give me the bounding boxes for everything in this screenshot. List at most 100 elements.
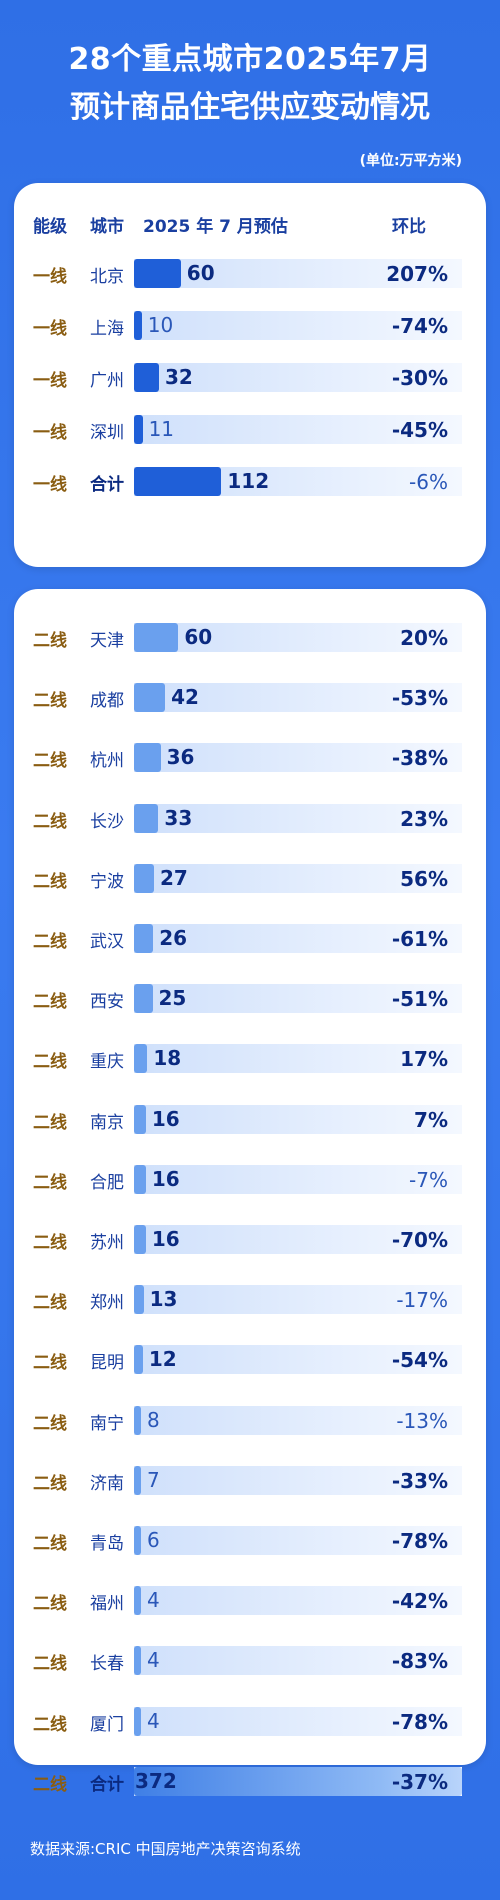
tier-label: 二线 (33, 751, 67, 772)
change-label: -30% (391, 366, 448, 390)
tier-label: 二线 (33, 1774, 67, 1795)
change-label: -83% (391, 1649, 448, 1674)
total-row: 一线 合计 112 -6% (14, 461, 486, 501)
change-label: -45% (391, 418, 448, 442)
table-row: 二线 青岛 6 -78% (14, 1520, 486, 1560)
value-bar (134, 743, 161, 773)
table-row: 二线 福州 4 -42% (14, 1580, 486, 1620)
table-row: 二线 宁波 27 56% (14, 858, 486, 898)
city-label: 青岛 (90, 1534, 124, 1554)
table-row: 二线 长春 4 -83% (14, 1640, 486, 1680)
change-label: 20% (400, 626, 448, 650)
total-row: 二线 合计 372 -37% (14, 1761, 486, 1801)
bar-track (134, 1766, 462, 1796)
table-row: 一线 上海 10 -74% (14, 305, 486, 345)
bar-track (134, 1706, 462, 1736)
value-bar (134, 1405, 141, 1435)
value-label: 32 (164, 365, 193, 389)
value-bar (134, 1706, 141, 1736)
city-label: 北京 (90, 267, 124, 287)
table-row: 二线 郑州 13 -17% (14, 1279, 486, 1319)
value-bar (134, 1465, 141, 1495)
city-label: 长沙 (90, 811, 124, 832)
city-label: 济南 (90, 1473, 124, 1494)
value-label: 25 (158, 986, 187, 1011)
change-label: -78% (391, 1529, 448, 1553)
table-row: 二线 昆明 12 -54% (14, 1339, 486, 1379)
value-label: 6 (147, 1528, 160, 1552)
value-bar (134, 683, 166, 713)
tier-label: 二线 (33, 1714, 67, 1735)
city-label: 合肥 (90, 1172, 124, 1193)
city-label: 合计 (90, 1774, 124, 1795)
table-row: 二线 成都 42 -53% (14, 677, 486, 717)
tier-label: 二线 (33, 871, 67, 892)
change-label: -78% (391, 1709, 448, 1734)
value-bar (134, 467, 222, 496)
value-label: 27 (159, 865, 188, 890)
tier-label: 二线 (33, 1052, 67, 1073)
change-label: -74% (391, 314, 448, 338)
value-bar (134, 1345, 143, 1375)
city-label: 合计 (90, 475, 124, 495)
chart-title-line1: 28个重点城市2025年7月 (68, 42, 432, 77)
change-label: 23% (400, 806, 448, 831)
value-bar (134, 1044, 148, 1074)
city-label: 郑州 (90, 1293, 124, 1314)
city-label: 福州 (90, 1594, 124, 1615)
tier-label: 二线 (33, 811, 67, 832)
value-label: 112 (227, 469, 270, 493)
bar-track (134, 1104, 462, 1134)
value-bar (134, 1225, 146, 1254)
tier-label: 二线 (33, 631, 67, 651)
change-label: 207% (386, 262, 448, 286)
city-label: 重庆 (90, 1052, 124, 1073)
tier-label: 二线 (33, 691, 67, 712)
value-bar (134, 1766, 462, 1796)
bar-track (134, 924, 462, 953)
value-bar (134, 363, 159, 392)
table-row: 二线 济南 7 -33% (14, 1460, 486, 1500)
city-label: 厦门 (90, 1714, 124, 1735)
table-row: 一线 深圳 11 -45% (14, 409, 486, 449)
value-label: 42 (171, 685, 199, 710)
tier-label: 一线 (33, 475, 67, 495)
bar-track (134, 1285, 462, 1315)
table-row: 二线 厦门 4 -78% (14, 1701, 486, 1741)
value-label: 13 (149, 1287, 178, 1312)
change-label: -7% (409, 1167, 448, 1192)
table-row: 二线 天津 60 20% (14, 617, 486, 657)
value-label: 4 (147, 1648, 160, 1673)
table-row: 二线 重庆 18 17% (14, 1038, 486, 1078)
value-label: 10 (147, 313, 174, 337)
tier-label: 二线 (33, 1473, 67, 1494)
change-label: -70% (391, 1228, 448, 1252)
change-label: 56% (400, 866, 448, 891)
value-label: 60 (186, 261, 215, 285)
city-label: 南京 (90, 1112, 124, 1133)
value-bar (134, 1586, 141, 1616)
city-label: 南宁 (90, 1413, 124, 1434)
change-label: -38% (391, 746, 448, 771)
bar-track (134, 1465, 462, 1495)
value-bar (134, 803, 159, 833)
value-label: 36 (166, 745, 195, 770)
value-bar (134, 259, 181, 288)
change-label: -13% (396, 1408, 448, 1433)
value-label: 8 (147, 1407, 160, 1432)
bar-track (134, 743, 462, 773)
tier-label: 一线 (33, 319, 67, 339)
table-row: 二线 苏州 16 -70% (14, 1219, 486, 1259)
value-bar (134, 1164, 146, 1194)
table-row: 二线 武汉 26 -61% (14, 918, 486, 958)
chart-title-line2: 预计商品住宅供应变动情况 (70, 90, 430, 125)
bar-track (134, 623, 462, 652)
tier-label: 一线 (33, 371, 67, 391)
table-row: 二线 南宁 8 -13% (14, 1400, 486, 1440)
data-source: 数据来源:CRIC 中国房地产决策咨询系统 (30, 1840, 301, 1858)
change-label: -51% (391, 987, 448, 1012)
tier-label: 二线 (33, 1594, 67, 1615)
header-city: 城市 (90, 217, 124, 237)
change-label: 17% (400, 1047, 448, 1072)
value-bar (134, 1646, 141, 1676)
